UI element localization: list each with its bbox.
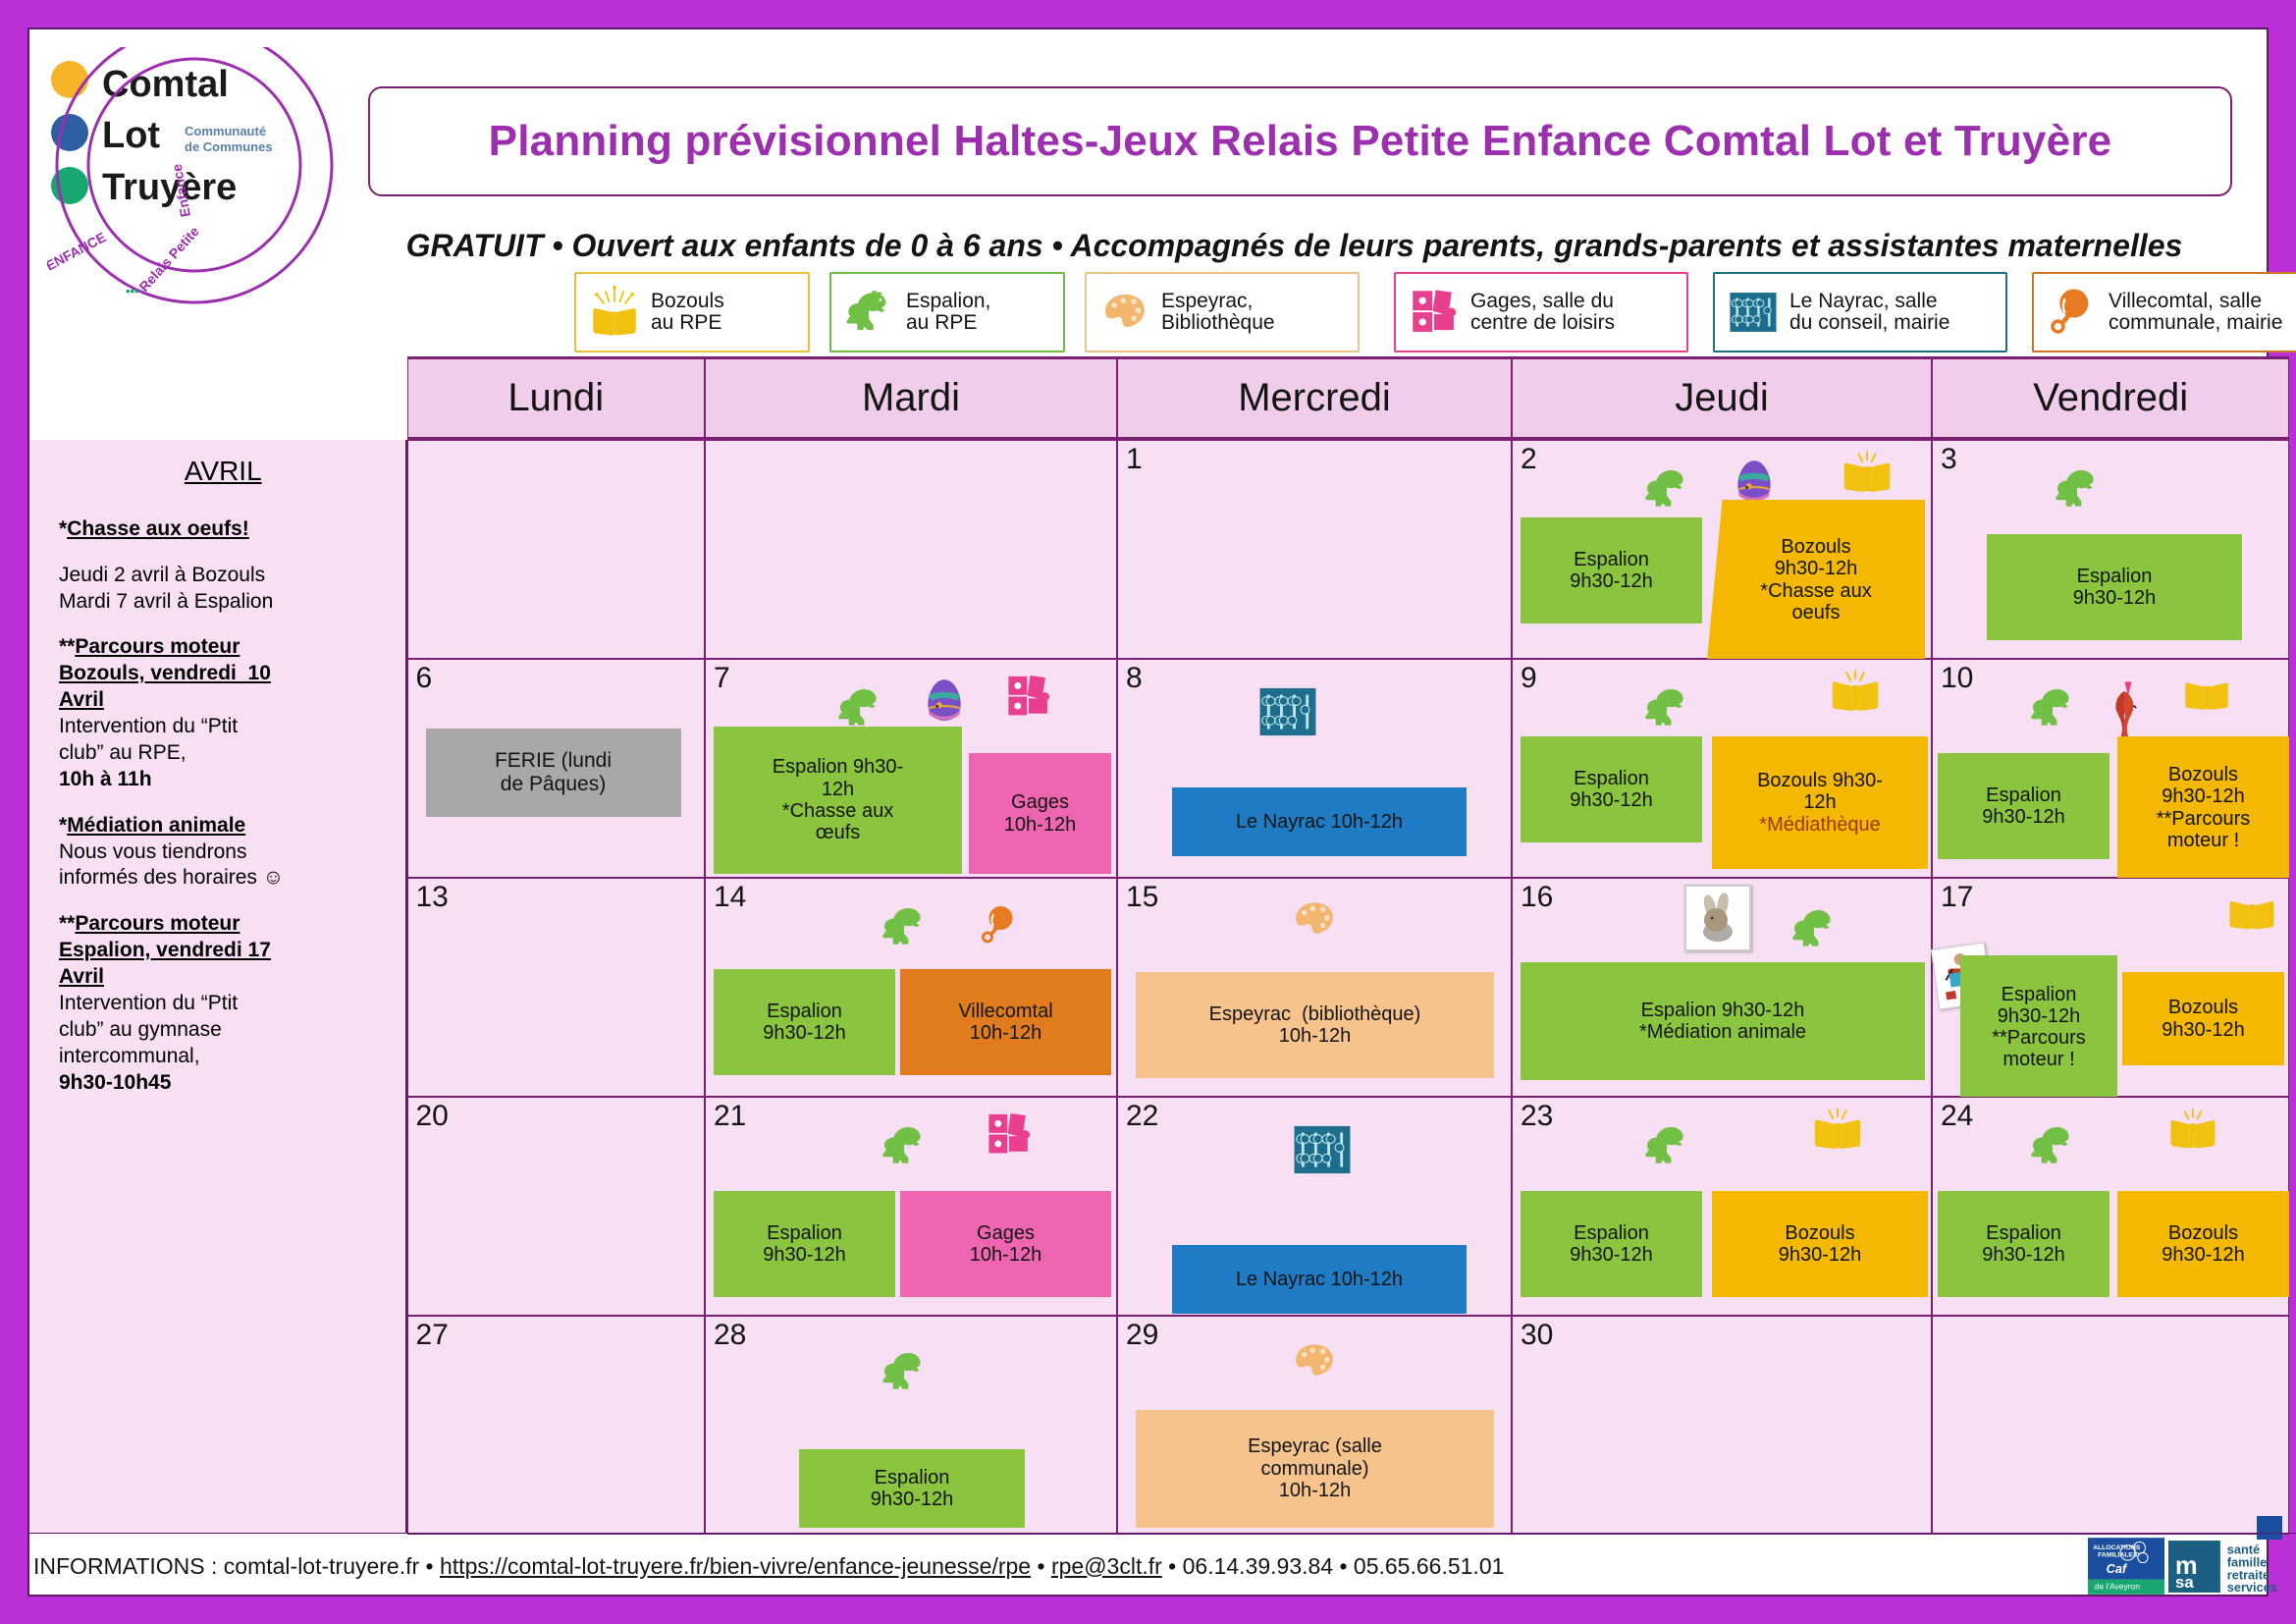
svg-text:de Communes: de Communes (185, 139, 273, 154)
svg-text:services: services (2227, 1580, 2277, 1593)
svg-text:Communauté: Communauté (185, 124, 266, 138)
svg-text:Caf: Caf (2107, 1561, 2128, 1576)
svg-text:sa: sa (2175, 1572, 2194, 1591)
svg-text:Lot: Lot (102, 115, 160, 156)
svg-text:FAMILIALES: FAMILIALES (2098, 1552, 2138, 1559)
svg-text:Comtal: Comtal (102, 64, 229, 105)
svg-text:de l'Aveyron: de l'Aveyron (2095, 1582, 2140, 1592)
